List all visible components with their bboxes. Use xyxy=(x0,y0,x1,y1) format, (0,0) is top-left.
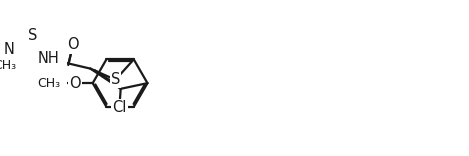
Text: N: N xyxy=(3,42,14,57)
Text: Cl: Cl xyxy=(112,100,127,115)
Text: CH₃: CH₃ xyxy=(38,77,61,90)
Text: O: O xyxy=(67,37,79,52)
Text: O: O xyxy=(69,76,81,91)
Text: CH₃: CH₃ xyxy=(0,59,16,72)
Text: NH: NH xyxy=(38,51,60,66)
Text: S: S xyxy=(111,72,120,87)
Text: S: S xyxy=(28,28,38,43)
